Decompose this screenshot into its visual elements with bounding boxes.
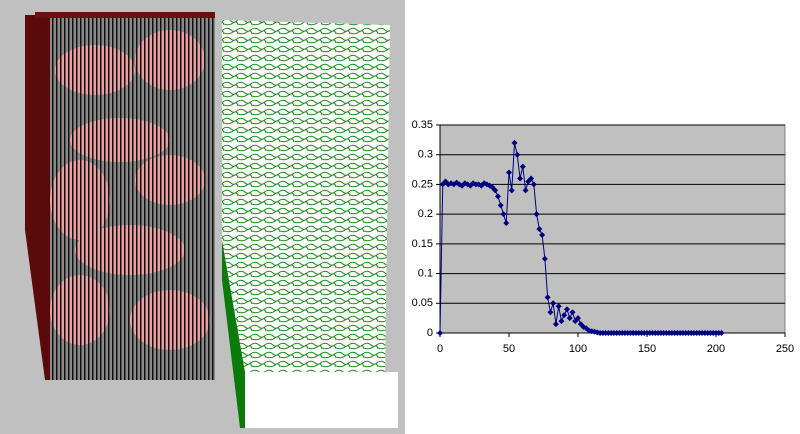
data-point: [558, 318, 565, 325]
x-tick-label: 250: [776, 343, 794, 355]
x-tick-label: 0: [437, 343, 443, 355]
data-point: [563, 306, 570, 313]
data-point: [517, 175, 524, 182]
data-point: [533, 211, 540, 218]
y-tick-label: 0.25: [412, 178, 433, 190]
data-point: [544, 294, 551, 301]
data-point: [552, 321, 559, 328]
data-point: [569, 309, 576, 316]
data-point: [561, 312, 568, 319]
y-tick-label: 0.2: [418, 208, 433, 220]
data-point: [550, 300, 557, 307]
porous-volume-render: [25, 12, 215, 380]
data-point: [506, 169, 512, 176]
plot-area: [439, 124, 786, 334]
data-point: [541, 255, 548, 262]
data-point: [522, 187, 529, 194]
data-point: [536, 226, 543, 232]
data-point: [511, 139, 518, 146]
data-point: [514, 151, 521, 158]
y-tick-label: 0: [427, 327, 433, 339]
y-tick-label: 0.15: [412, 238, 433, 250]
data-point: [508, 187, 515, 194]
data-point: [547, 309, 554, 316]
y-tick-label: 0.35: [412, 119, 433, 131]
y-tick-label: 0.05: [412, 297, 433, 309]
data-point: [492, 187, 499, 194]
y-tick-label: 0.1: [418, 267, 433, 279]
data-point: [530, 181, 537, 188]
x-tick-label: 150: [638, 343, 656, 355]
data-point: [437, 330, 443, 336]
x-tick-label: 200: [707, 343, 725, 355]
data-point: [555, 303, 562, 310]
pore-network-render: [222, 20, 398, 428]
data-point: [718, 330, 725, 336]
data-point: [503, 220, 510, 227]
data-point: [528, 175, 535, 182]
data-point: [539, 231, 546, 238]
data-point: [497, 202, 504, 209]
data-point: [575, 315, 581, 322]
x-tick-label: 100: [569, 343, 587, 355]
data-point: [494, 193, 501, 200]
y-tick-label: 0.3: [418, 149, 433, 161]
data-point: [566, 315, 573, 322]
data-point: [500, 211, 507, 218]
data-point: [519, 163, 526, 170]
x-tick-label: 50: [503, 343, 515, 355]
